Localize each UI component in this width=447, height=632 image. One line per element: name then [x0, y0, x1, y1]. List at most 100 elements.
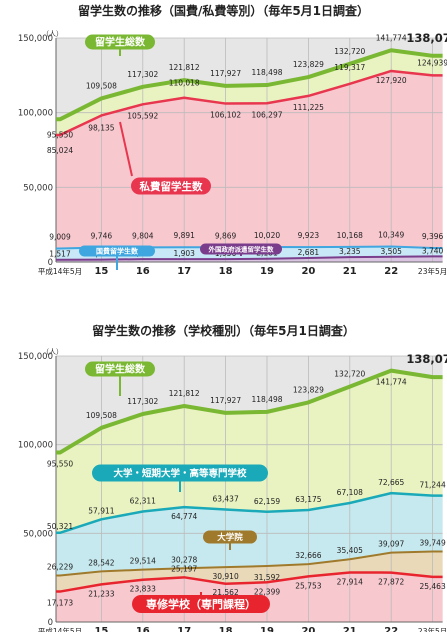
y-tick-label: 100,000	[18, 109, 53, 119]
chart-panel-by-funding: 留学生数の推移（国費/私費等別）（毎年5月1日調査） 0 50,000 100,00…	[0, 0, 447, 300]
data-label: 123,829	[293, 60, 324, 69]
data-label: 17,173	[47, 599, 73, 608]
series-name-badge	[85, 34, 155, 50]
data-label: 9,746	[91, 231, 113, 240]
data-label: 123,829	[293, 385, 324, 394]
data-label: 9,396	[422, 232, 444, 241]
data-label: 117,302	[127, 397, 158, 406]
x-tick-label: 17	[177, 266, 191, 277]
data-label: 105,592	[127, 111, 158, 120]
series-line	[56, 69, 443, 137]
data-label: 127,920	[376, 76, 407, 85]
data-label: 23,833	[130, 585, 156, 594]
series-name-label: 大学院	[217, 532, 243, 543]
data-label: 121,812	[169, 63, 200, 72]
data-label: 62,311	[130, 497, 156, 506]
series-line	[56, 48, 443, 122]
series-name-badge	[92, 464, 268, 482]
data-label: 39,749	[419, 539, 445, 548]
data-label: 21,233	[88, 589, 114, 598]
data-label: 3,235	[339, 247, 361, 256]
data-label: 10,349	[378, 231, 404, 240]
series-name-label: 留学生総数	[95, 36, 146, 49]
series-name-label: 外国政府派遣留学生数	[209, 244, 275, 253]
data-label: 22,399	[254, 587, 280, 596]
series-line	[56, 571, 443, 593]
x-tick-label: 15	[94, 626, 108, 632]
data-label: 72,665	[378, 478, 404, 487]
data-label: 39,097	[378, 540, 404, 549]
series-name-badge	[203, 530, 257, 544]
series-line	[56, 550, 443, 577]
x-tick-label: 平成14年5月	[38, 266, 82, 276]
x-tick-label: 16	[136, 626, 150, 632]
data-label: 118,498	[251, 68, 282, 77]
data-label: 1,517	[49, 250, 71, 259]
series-name-badge	[131, 177, 211, 195]
data-label: 27,914	[337, 577, 363, 586]
series-line	[56, 255, 443, 261]
series-name-label: 私費留学生数	[139, 180, 203, 193]
series-name-label: 大学・短期大学・高等専門学校	[113, 467, 247, 479]
data-label: 25,197	[171, 564, 197, 573]
data-label: 95,550	[47, 460, 73, 469]
data-label: 109,508	[86, 81, 117, 90]
series-name-label: 国費留学生数	[96, 247, 139, 256]
data-label: 141,774	[376, 378, 407, 387]
data-label: 50,321	[47, 522, 73, 531]
data-label: 110,018	[169, 79, 200, 88]
series-name-badge	[79, 245, 155, 257]
chart-by-school: 0 50,000 100,000 150,000（人） 平成14年5月 15 16 17 18 1…	[18, 348, 447, 632]
x-tick-label: 21	[343, 626, 357, 632]
series-line	[56, 491, 443, 535]
data-label: 27,872	[378, 578, 404, 587]
data-label: 117,927	[210, 69, 241, 78]
data-label: 109,508	[86, 411, 117, 420]
data-label: 31,592	[254, 573, 280, 582]
chart-panel-by-school: 留学生数の推移（学校種別）（毎年5月1日調査） 0 50,000 100,000 15…	[0, 318, 447, 632]
data-label: 106,297	[251, 110, 282, 119]
series-name-badge	[200, 243, 282, 255]
y-tick-label: 100,000	[18, 441, 53, 451]
data-label: 10,168	[337, 231, 363, 240]
y-tick-label: 150,000	[18, 352, 53, 362]
data-label: 132,720	[334, 370, 365, 379]
x-tick-label: 21	[343, 266, 357, 277]
data-label: 119,317	[334, 63, 365, 72]
data-label: 32,666	[295, 551, 321, 560]
data-label: 3,740	[422, 246, 444, 255]
series-name-label: 専修学校（専門課程）	[146, 597, 256, 611]
area-fill	[56, 50, 443, 136]
x-tick-label: 19	[260, 626, 274, 632]
y-tick-label: 50,000	[23, 183, 53, 193]
y-unit-label: （人）	[42, 30, 63, 38]
data-label: 138,075	[406, 31, 447, 45]
data-label: 117,302	[127, 70, 158, 79]
data-label: 118,498	[251, 395, 282, 404]
series-name-label: 留学生総数	[95, 363, 146, 376]
y-tick-label: 50,000	[23, 529, 53, 539]
x-tick-label: 16	[136, 266, 150, 277]
data-label: 1,903	[173, 249, 195, 258]
x-tick-label: 18	[219, 626, 233, 632]
chart-title: 留学生数の推移（学校種別）（毎年5月1日調査）	[92, 324, 355, 338]
y-unit-label: （人）	[42, 348, 63, 356]
data-label: 30,278	[171, 555, 197, 564]
x-tick-label: 19	[260, 266, 274, 277]
data-label: 67,108	[337, 488, 363, 497]
y-tick-label: 0	[48, 618, 53, 628]
series-name-badge	[85, 361, 155, 377]
data-label: 63,175	[295, 495, 321, 504]
data-label: 21,562	[212, 588, 238, 597]
area-fill	[56, 370, 443, 533]
x-tick-label: 18	[219, 266, 233, 277]
data-label: 95,550	[47, 130, 73, 139]
series-line	[56, 368, 443, 455]
data-label: 9,804	[132, 231, 154, 240]
data-label: 29,514	[130, 557, 156, 566]
x-tick-label: 17	[177, 626, 191, 632]
data-label: 63,437	[212, 495, 238, 504]
data-label: 25,463	[419, 582, 445, 591]
data-label: 9,869	[215, 231, 237, 240]
data-label: 98,135	[88, 123, 114, 132]
